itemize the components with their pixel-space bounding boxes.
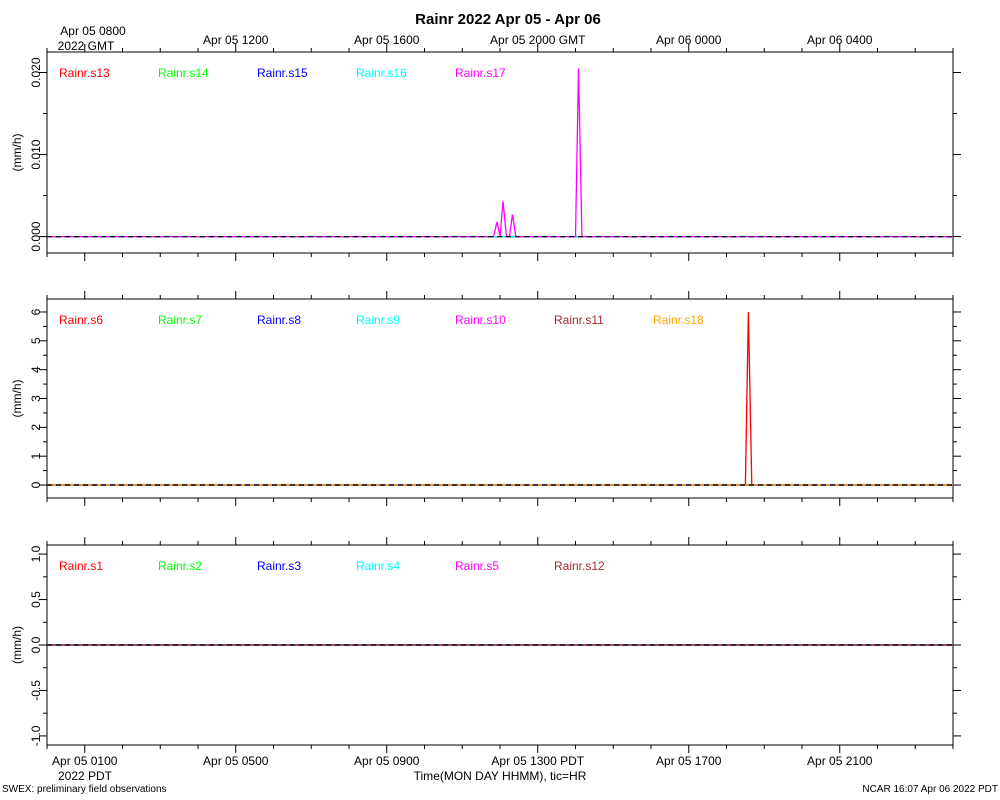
legend-entry: Rainr.s6 — [59, 313, 103, 327]
y-tick-label: 1.0 — [29, 545, 43, 562]
top-axis-label: Apr 05 2000 GMT — [490, 33, 586, 47]
top-axis-label: Apr 05 1600 — [354, 33, 420, 47]
panel-frame — [46, 51, 954, 254]
y-tick-label: 0.5 — [29, 591, 43, 608]
legend-entry: Rainr.s16 — [356, 66, 407, 80]
series-group — [47, 68, 953, 238]
footer-right: NCAR 16:07 Apr 06 2022 PDT — [862, 784, 998, 795]
y-tick-label: 3 — [29, 395, 43, 402]
chart-title: Rainr 2022 Apr 05 - Apr 06 — [415, 11, 601, 28]
legend-entry: Rainr.s11 — [554, 313, 604, 327]
panel-1: 0.000 0.010 0.020 (mm/h) Rainr.s13 Rainr.s14 R… — [10, 44, 961, 261]
top-axis-label: Apr 06 0400 — [807, 33, 873, 47]
legend-entry: Rainr.s15 — [257, 66, 308, 80]
y-tick-label: 6 — [29, 308, 43, 315]
top-axis-first-label-line1: Apr 05 0800 — [60, 24, 126, 38]
bottom-axis-label: Apr 05 2100 — [807, 754, 873, 768]
y-tick-label: 0.000 — [29, 221, 43, 251]
y-tick-label: 0 — [29, 481, 43, 488]
series-group — [47, 311, 953, 486]
bottom-axis-label: Apr 05 1700 — [656, 754, 722, 768]
top-axis-label: Apr 06 0000 — [656, 33, 722, 47]
top-axis-first-label-line2: 2022 GMT — [58, 39, 115, 53]
legend-entry: Rainr.s13 — [59, 66, 110, 80]
bottom-axis-labels: Apr 05 0100 Apr 05 0500 Apr 05 0900 Apr 05 … — [52, 754, 873, 768]
legend-entry: Rainr.s9 — [356, 313, 400, 327]
y-tick-label: 0.010 — [29, 139, 43, 169]
y-tick-label: -0.5 — [29, 680, 43, 701]
y-tick-label: 4 — [29, 366, 43, 373]
legend-entry: Rainr.s17 — [455, 66, 506, 80]
legend-entry: Rainr.s7 — [158, 313, 202, 327]
y-tick-label: 0.0 — [29, 636, 43, 653]
top-axis-labels: Apr 05 1200 Apr 05 1600 Apr 05 2000 GMT Apr… — [203, 33, 873, 47]
top-axis-label: Apr 05 1200 — [203, 33, 269, 47]
bottom-axis-label: Apr 05 0500 — [203, 754, 269, 768]
y-axis-label: (mm/h) — [10, 626, 24, 664]
panel-3: -1.0 -0.5 0.0 0.5 1.0 (mm/h) Rainr.s1 Rainr.s2 R… — [10, 537, 961, 753]
legend-entry: Rainr.s5 — [455, 559, 499, 573]
y-tick-label: 1 — [29, 453, 43, 460]
legend-entry: Rainr.s12 — [554, 559, 605, 573]
footer-left: SWEX: preliminary field observations — [2, 784, 167, 795]
legend-entry: Rainr.s2 — [158, 559, 202, 573]
panel-frame — [46, 298, 954, 499]
panel-2: 0 1 2 3 4 5 6 (mm/h) Rainr.s6 Rainr.s7 Rainr.s8 Rai… — [10, 291, 961, 506]
y-tick-label: -1.0 — [29, 725, 43, 746]
series-line-rainr-s6 — [47, 311, 953, 486]
legend-entry: Rainr.s18 — [653, 313, 704, 327]
bottom-axis-label: Apr 05 1300 PDT — [491, 754, 584, 768]
legend-entry: Rainr.s8 — [257, 313, 301, 327]
legend-entry: Rainr.s10 — [455, 313, 506, 327]
bottom-axis-label: Apr 05 0900 — [354, 754, 420, 768]
bottom-axis-first-label-line2: 2022 PDT — [58, 769, 113, 783]
legend-entry: Rainr.s14 — [158, 66, 209, 80]
legend-entry: Rainr.s3 — [257, 559, 301, 573]
y-tick-label: 0.020 — [29, 57, 43, 87]
y-axis-label: (mm/h) — [10, 134, 24, 172]
y-tick-label: 2 — [29, 424, 43, 431]
legend-entry: Rainr.s4 — [356, 559, 400, 573]
series-line-rainr-s17 — [47, 68, 953, 238]
legend-entry: Rainr.s1 — [59, 559, 103, 573]
x-axis-label: Time(MON DAY HHMM), tic=HR — [414, 769, 587, 783]
y-axis-label: (mm/h) — [10, 380, 24, 418]
bottom-axis-label: Apr 05 0100 — [52, 754, 118, 768]
panels: 0.0000.0100.020(mm/h)Rainr.s13 Rainr.s14 R… — [10, 44, 961, 753]
y-tick-label: 5 — [29, 337, 43, 344]
